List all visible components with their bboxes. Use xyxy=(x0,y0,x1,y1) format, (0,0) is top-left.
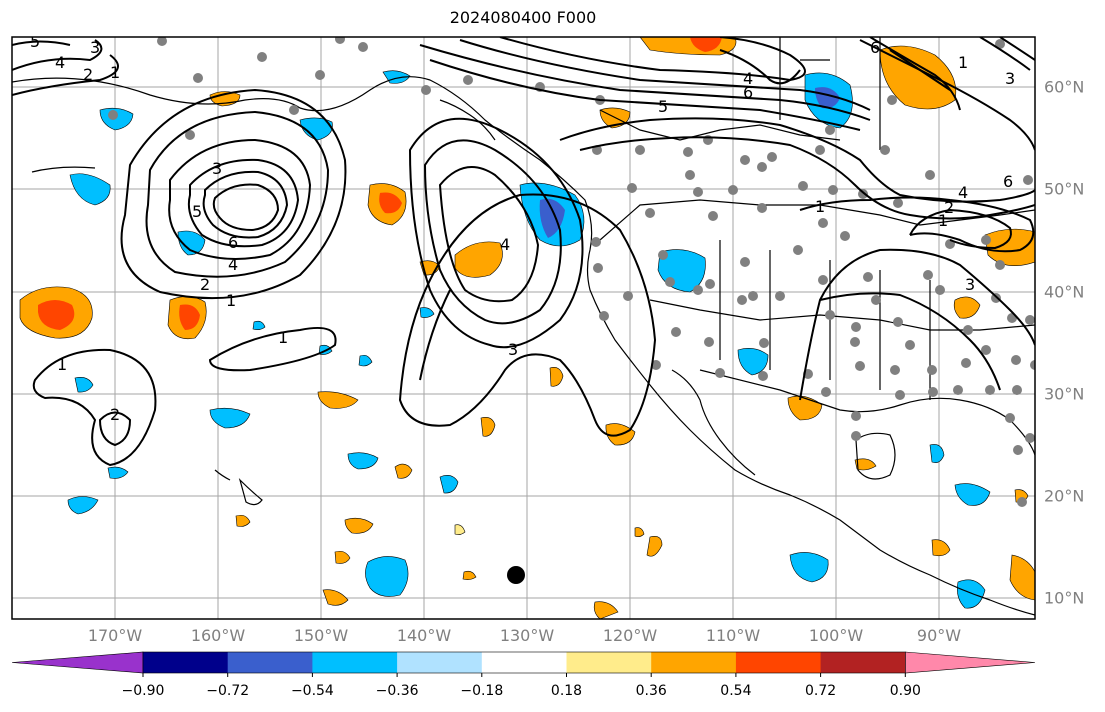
longitude-label: 120°W xyxy=(602,626,658,645)
colorbar-tick-label: −0.54 xyxy=(290,683,334,699)
latitude-label: 30°N xyxy=(1044,384,1085,404)
contour-label: 6 xyxy=(743,83,753,102)
latitude-label: 50°N xyxy=(1044,179,1085,199)
contour-label: 3 xyxy=(508,340,518,359)
contour-label: 1 xyxy=(958,53,968,72)
contour-label: 1 xyxy=(278,328,288,347)
longitude-label: 150°W xyxy=(293,626,349,645)
longitude-label: 160°W xyxy=(190,626,246,645)
colorbar xyxy=(11,651,1036,677)
colorbar-tick-label: −0.72 xyxy=(206,683,250,699)
contour-label: 3 xyxy=(965,275,975,294)
contour-label: 6 xyxy=(1003,172,1013,191)
longitude-label: 170°W xyxy=(87,626,143,645)
colorbar-tick-label: 0.18 xyxy=(550,683,583,699)
colorbar-segment xyxy=(735,652,822,673)
colorbar-tick-label: −0.18 xyxy=(460,683,504,699)
colorbar-segment xyxy=(651,652,737,673)
map-background xyxy=(12,37,1035,619)
latitude-label: 10°N xyxy=(1044,588,1085,608)
contour-lines xyxy=(12,37,1035,467)
contour-label: 1 xyxy=(226,291,236,310)
map-frame xyxy=(11,36,1036,620)
contour-label: 1 xyxy=(57,355,67,374)
colorbar-segment xyxy=(481,652,567,673)
colorbar-extend-high xyxy=(904,651,1036,674)
contour-label: 2 xyxy=(200,275,210,294)
longitude-label: 140°W xyxy=(396,626,452,645)
contour-label: 4 xyxy=(55,53,65,72)
contour-label: 1 xyxy=(815,197,825,216)
contour-label: 4 xyxy=(743,69,753,88)
contour-label: 1 xyxy=(110,63,120,82)
colorbar-segment xyxy=(397,652,483,673)
latitude-label: 40°N xyxy=(1044,282,1085,302)
longitude-label: 110°W xyxy=(705,626,761,645)
colorbar-tick-label: 0.72 xyxy=(805,683,837,699)
longitude-label: 130°W xyxy=(499,626,555,645)
colorbar-tick-label: −0.36 xyxy=(375,683,419,699)
colorbar-tick-label: −0.90 xyxy=(121,683,165,699)
colorbar-extend-low xyxy=(11,651,144,674)
latitude-label: 20°N xyxy=(1044,486,1085,506)
colorbar-tick-label: 0.36 xyxy=(635,683,667,699)
map-title: 2024080400 F000 xyxy=(449,8,597,27)
contour-label: 2 xyxy=(83,65,93,84)
contour-label: 4 xyxy=(228,255,238,274)
colorbar-segment xyxy=(312,652,398,673)
colorbar-segment xyxy=(566,652,652,673)
contour-label: 2 xyxy=(944,198,954,217)
colorbar-segment xyxy=(227,652,313,673)
position-marker xyxy=(507,566,525,584)
contour-label: 4 xyxy=(958,183,968,202)
colorbar-tick-label: 0.54 xyxy=(720,683,752,699)
contour-label: 6 xyxy=(870,38,880,57)
colorbar-outline xyxy=(142,651,906,674)
longitude-label: 90°W xyxy=(916,626,962,645)
contour-label: 3 xyxy=(212,159,222,178)
latitude-label: 60°N xyxy=(1044,77,1085,97)
contour-label: 3 xyxy=(90,38,100,57)
contour-label: 3 xyxy=(1005,69,1015,88)
graticule xyxy=(12,37,1035,619)
coastline-borders xyxy=(12,37,1035,616)
contour-label: 5 xyxy=(192,202,202,221)
contour-label: 4 xyxy=(500,235,510,254)
colorbar-tick-label: 0.90 xyxy=(889,683,921,699)
colorbar-segment xyxy=(143,652,229,673)
contour-label: 5 xyxy=(658,97,668,116)
colorbar-segment xyxy=(820,652,906,673)
longitude-label: 100°W xyxy=(808,626,864,645)
contour-label: 1 xyxy=(938,211,948,230)
contour-label-group: 5 4 3 2 1 3 5 6 4 2 1 1 1 2 4 3 5 4 6 6 … xyxy=(30,32,1015,424)
contour-label: 5 xyxy=(30,32,40,51)
contour-label: 2 xyxy=(110,405,120,424)
contour-label: 6 xyxy=(228,233,238,252)
